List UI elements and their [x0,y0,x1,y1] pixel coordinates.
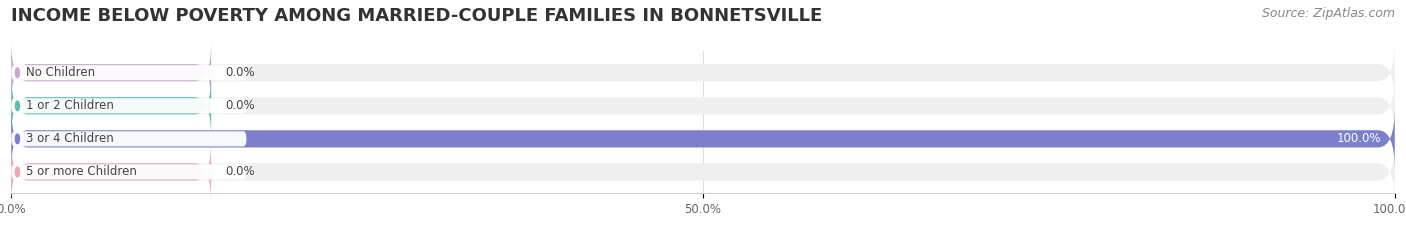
Text: 3 or 4 Children: 3 or 4 Children [27,132,114,145]
FancyBboxPatch shape [11,141,1395,203]
FancyBboxPatch shape [11,42,1395,104]
FancyBboxPatch shape [11,164,246,179]
FancyBboxPatch shape [11,108,1395,170]
Text: 1 or 2 Children: 1 or 2 Children [27,99,114,112]
Circle shape [15,167,20,177]
Circle shape [15,134,20,144]
Text: 0.0%: 0.0% [225,165,254,178]
Circle shape [15,68,20,78]
Circle shape [15,101,20,111]
Text: INCOME BELOW POVERTY AMONG MARRIED-COUPLE FAMILIES IN BONNETSVILLE: INCOME BELOW POVERTY AMONG MARRIED-COUPL… [11,7,823,25]
FancyBboxPatch shape [11,131,246,146]
FancyBboxPatch shape [11,75,1395,137]
FancyBboxPatch shape [11,141,211,203]
FancyBboxPatch shape [11,75,211,137]
Text: Source: ZipAtlas.com: Source: ZipAtlas.com [1261,7,1395,20]
Text: 0.0%: 0.0% [225,99,254,112]
Text: No Children: No Children [27,66,96,79]
FancyBboxPatch shape [11,65,246,80]
Text: 5 or more Children: 5 or more Children [27,165,138,178]
FancyBboxPatch shape [11,98,246,113]
FancyBboxPatch shape [11,42,211,104]
FancyBboxPatch shape [11,108,1395,170]
Text: 0.0%: 0.0% [225,66,254,79]
Text: 100.0%: 100.0% [1337,132,1381,145]
